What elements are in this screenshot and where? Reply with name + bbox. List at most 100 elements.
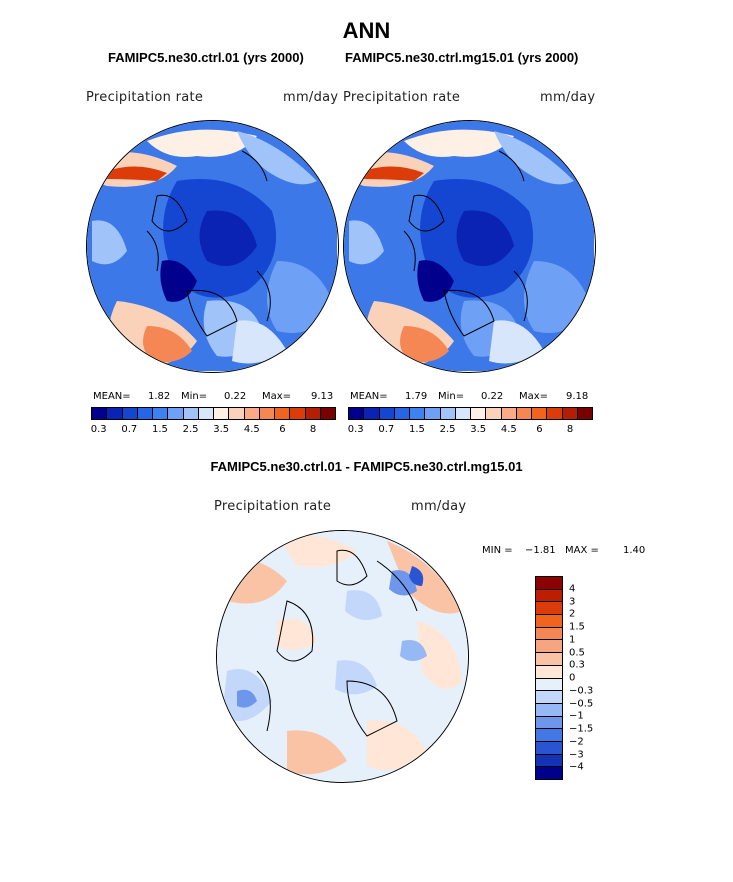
panel-2-min-label: Min=: [438, 391, 465, 402]
colorbar-cell: [536, 577, 562, 590]
colorbar-cell: [577, 408, 592, 419]
colorbar-tick-label: 2.5: [182, 424, 199, 435]
colorbar-panel-2: [348, 407, 593, 420]
colorbar-diff-tick-label: 2: [569, 608, 576, 620]
colorbar-diff-tick-label: 1: [569, 634, 576, 646]
colorbar-diff-tick-label: −0.5: [569, 698, 594, 709]
colorbar-cell: [536, 665, 562, 679]
colorbar-cell: [536, 678, 562, 692]
colorbar-cell: [425, 408, 441, 419]
colorbar-cell: [290, 408, 306, 419]
colorbar-diff-tick-label: 3: [569, 596, 576, 607]
diff-max-label: MAX =: [565, 545, 599, 556]
colorbar-diff-tick-label: −2: [569, 736, 584, 748]
diff-map: [216, 530, 469, 783]
colorbar-tick-label: 3.5: [213, 424, 230, 435]
panel-1-max-value: 9.13: [311, 391, 334, 402]
colorbar-cell: [198, 408, 214, 419]
colorbar-cell: [153, 408, 169, 419]
colorbar-cell: [379, 408, 395, 419]
colorbar-diff-tick-label: 1.5: [569, 621, 585, 633]
colorbar-cell: [501, 408, 517, 419]
colorbar-cell: [532, 408, 548, 419]
panel-2-map: [343, 120, 596, 373]
colorbar-tick-label: 3.5: [470, 424, 487, 435]
diff-variable: Precipitation rate: [214, 499, 332, 514]
colorbar-cell: [536, 741, 562, 755]
colorbar-cell: [107, 408, 123, 419]
colorbar-tick-label: 4.5: [243, 424, 260, 435]
colorbar-cell: [536, 653, 562, 666]
colorbar-diff-tick-label: −1: [569, 710, 584, 722]
colorbar-cell: [410, 408, 426, 419]
panel-1-min-value: 0.22: [224, 391, 247, 402]
diff-min-label: MIN =: [482, 545, 513, 556]
colorbar-tick-label: 0.3: [90, 424, 107, 435]
panel-1-units: mm/day: [283, 90, 339, 105]
colorbar-tick-label: 1.5: [408, 424, 425, 435]
panel-2-mean-label: MEAN=: [350, 391, 388, 402]
panel-1-mean-label: MEAN=: [93, 391, 131, 402]
colorbar-diff: [535, 576, 563, 780]
colorbar-diff-tick-label: −3: [569, 749, 584, 760]
colorbar-cell: [516, 408, 532, 419]
colorbar-cell: [92, 408, 108, 419]
precip-diff-map: [217, 531, 467, 781]
diff-max-value: 1.40: [623, 545, 646, 556]
colorbar-diff-tick-label: −1.5: [569, 723, 594, 735]
colorbar-diff-tick-label: −0.3: [569, 685, 594, 697]
colorbar-cell: [455, 408, 471, 419]
colorbar-cell: [214, 408, 230, 419]
colorbar-cell: [183, 408, 199, 419]
panel-2-mean-value: 1.79: [405, 391, 428, 402]
colorbar-cell: [137, 408, 153, 419]
colorbar-cell: [536, 589, 562, 603]
colorbar-cell: [440, 408, 456, 419]
panel-1-max-label: Max=: [262, 391, 292, 402]
colorbar-tick-label: 8: [309, 424, 317, 435]
colorbar-cell: [536, 691, 562, 704]
colorbar-cell: [547, 408, 563, 419]
colorbar-cell: [275, 408, 291, 419]
colorbar-cell: [259, 408, 275, 419]
diff-min-value: −1.81: [525, 545, 556, 556]
colorbar-cell: [536, 754, 562, 768]
colorbar-cell: [536, 602, 562, 616]
colorbar-cell: [486, 408, 502, 419]
panel-1-title: FAMIPC5.ne30.ctrl.01 (yrs 2000): [108, 50, 304, 65]
colorbar-cell: [536, 627, 562, 641]
colorbar-cell: [168, 408, 184, 419]
colorbar-cell: [305, 408, 321, 419]
colorbar-cell: [536, 729, 562, 742]
colorbar-tick-label: 6: [279, 424, 286, 435]
panel-1-mean-value: 1.82: [148, 391, 171, 402]
colorbar-cell: [536, 615, 562, 628]
colorbar-tick-label: 4.5: [500, 424, 517, 435]
colorbar-cell: [122, 408, 138, 419]
colorbar-diff-tick-label: 0: [569, 672, 576, 684]
colorbar-tick-label: 6: [536, 424, 543, 435]
colorbar-cell: [536, 703, 562, 717]
diff-units: mm/day: [411, 499, 467, 514]
panel-2-max-value: 9.18: [566, 391, 589, 402]
colorbar-cell: [536, 716, 562, 730]
colorbar-cell: [229, 408, 245, 419]
colorbar-diff-tick-label: 0.5: [569, 647, 585, 658]
panel-2-title: FAMIPC5.ne30.ctrl.mg15.01 (yrs 2000): [345, 50, 579, 65]
colorbar-diff-tick-label: 0.3: [569, 659, 585, 671]
panel-2-max-label: Max=: [519, 391, 549, 402]
colorbar-cell: [536, 640, 562, 654]
panel-1-min-label: Min=: [181, 391, 208, 402]
panel-2-min-value: 0.22: [481, 391, 504, 402]
colorbar-cell: [562, 408, 578, 419]
colorbar-tick-label: 1.5: [151, 424, 168, 435]
colorbar-tick-label: 2.5: [439, 424, 456, 435]
colorbar-tick-label: 0.7: [378, 424, 395, 435]
colorbar-cell: [536, 767, 562, 779]
colorbar-tick-label: 0.7: [121, 424, 138, 435]
diff-title: FAMIPC5.ne30.ctrl.01 - FAMIPC5.ne30.ctrl…: [210, 459, 523, 474]
colorbar-cell: [244, 408, 260, 419]
page-title: ANN: [342, 18, 391, 43]
colorbar-diff-tick-label: −4: [569, 761, 584, 773]
precip-map-mg15: [344, 121, 594, 371]
